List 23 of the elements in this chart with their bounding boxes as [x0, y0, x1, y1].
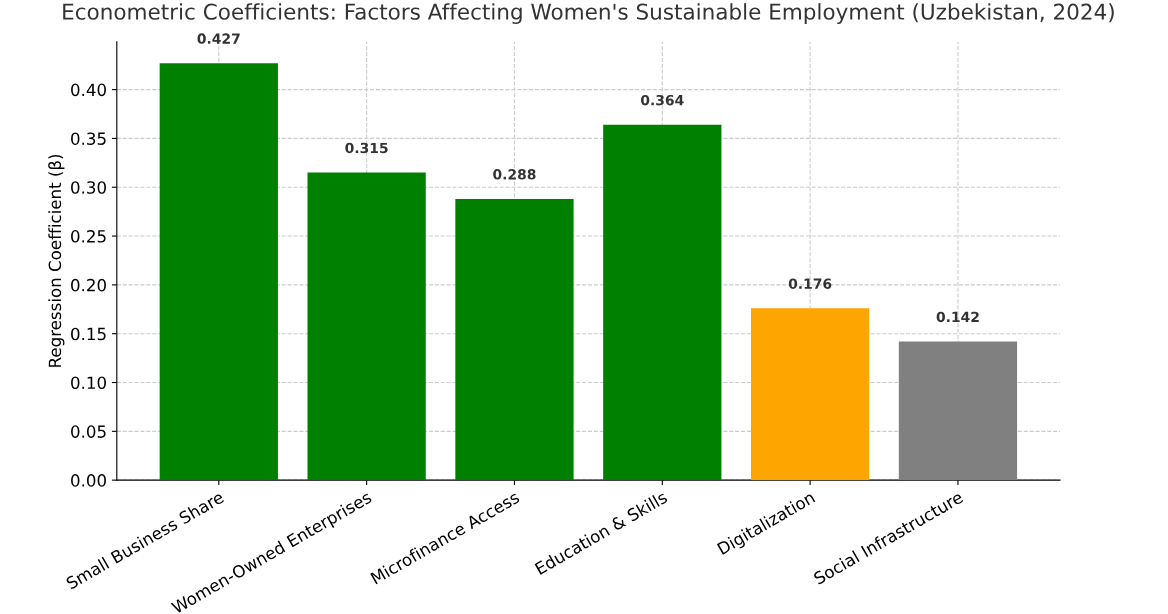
bar — [455, 198, 574, 481]
y-axis-title: Regression Coefficient (β) — [48, 154, 65, 367]
data-label: 0.427 — [197, 33, 240, 44]
bar — [898, 341, 1018, 481]
y-tick-label: 0.40 — [71, 83, 106, 97]
data-label: 0.288 — [493, 169, 536, 180]
bar — [750, 308, 870, 481]
data-label: 0.364 — [640, 94, 684, 106]
data-label: 0.142 — [936, 311, 979, 323]
y-tick-label: 0.30 — [71, 181, 106, 194]
y-tick-label: 0.10 — [71, 376, 106, 390]
bar — [603, 124, 722, 481]
y-tick-label: 0.15 — [71, 327, 106, 341]
y-tick-label: 0.35 — [71, 132, 106, 145]
data-label: 0.315 — [345, 142, 388, 154]
chart-title: Econometric Coefficients: Factors Affecting Women's Sustainable Employment (Uzbekistan, 2024) — [63, 3, 1114, 25]
bar — [307, 172, 426, 481]
y-tick-label: 0.20 — [71, 278, 106, 292]
y-tick-label: 0.05 — [71, 425, 106, 438]
y-tick-label: 0.25 — [71, 230, 106, 243]
data-label: 0.176 — [788, 278, 832, 289]
bar — [159, 63, 278, 481]
y-tick-label: 0.00 — [71, 474, 106, 487]
